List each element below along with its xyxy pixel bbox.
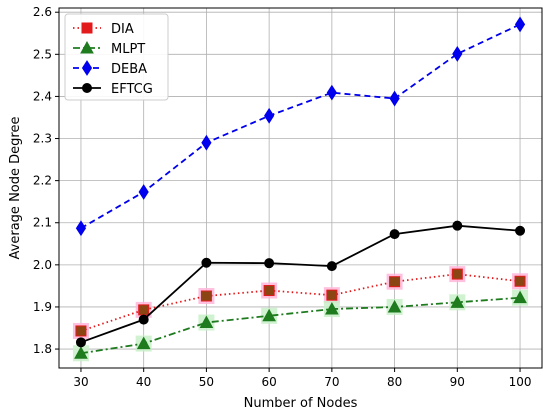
data-point: [200, 290, 212, 302]
series-deba: [75, 16, 526, 237]
y-tick-label: 1.8: [33, 342, 52, 356]
data-point: [201, 257, 212, 268]
series-line-dia: [80, 273, 521, 332]
y-tick-label: 2.0: [33, 258, 52, 272]
legend-label: EFTCG: [111, 82, 153, 97]
data-point: [325, 302, 339, 315]
data-point: [514, 16, 526, 33]
data-point: [326, 261, 337, 272]
x-tick-label: 60: [261, 375, 276, 389]
y-tick-label: 2.6: [33, 5, 52, 19]
data-point: [138, 184, 149, 200]
x-tick-label: 90: [450, 375, 465, 389]
legend-marker: [80, 40, 94, 54]
data-point: [387, 299, 402, 313]
x-tick-label: 50: [199, 375, 214, 389]
data-point: [199, 315, 214, 329]
y-tick-label: 1.9: [33, 300, 52, 314]
data-point: [262, 308, 276, 322]
data-point: [389, 276, 401, 288]
series-line-deba: [80, 23, 521, 229]
data-point: [201, 134, 212, 151]
data-point: [515, 225, 526, 236]
plot-frame: [58, 7, 543, 369]
data-point: [136, 336, 151, 350]
data-point: [389, 90, 400, 107]
series-line-eftcg: [80, 224, 521, 344]
y-axis-label: Average Node Degree: [8, 117, 23, 260]
legend-label: DIA: [111, 22, 134, 37]
series-mlpt: [72, 289, 529, 362]
series-layer: [72, 16, 529, 362]
y-tick-label: 2.1: [33, 216, 52, 230]
data-point: [326, 289, 338, 301]
data-point: [450, 295, 465, 308]
data-point: [514, 275, 526, 287]
series-eftcg: [75, 220, 526, 348]
x-axis-label: Number of Nodes: [244, 396, 358, 411]
data-point: [452, 45, 463, 62]
x-tick-label: 100: [509, 375, 532, 389]
legend-box: [64, 13, 169, 101]
legend-item-mlpt: MLPT: [73, 40, 145, 57]
data-point: [138, 314, 149, 325]
data-point: [75, 325, 87, 337]
x-tick-label: 80: [387, 375, 402, 389]
y-tick-label: 2.2: [33, 174, 52, 188]
data-point: [75, 220, 87, 237]
data-point: [264, 258, 275, 269]
data-point: [389, 229, 400, 240]
legend-item-eftcg: EFTCG: [73, 82, 153, 97]
legend-item-dia: DIA: [73, 22, 134, 37]
legend-marker: [81, 22, 93, 34]
legend-label: MLPT: [111, 42, 145, 57]
legend: DIA MLPT DEBA EFTCG: [64, 13, 169, 101]
y-tick-label: 2.4: [33, 89, 52, 103]
data-point: [264, 107, 275, 124]
legend-marker: [82, 83, 92, 93]
data-point: [452, 220, 463, 231]
y-tick-label: 2.5: [33, 47, 52, 61]
legend-item-deba: DEBA: [73, 60, 147, 77]
x-tick-label: 40: [136, 375, 151, 389]
series-dia: [72, 266, 529, 339]
grid-lines: [59, 8, 542, 368]
x-tick-label: 30: [73, 375, 88, 389]
data-point: [75, 337, 86, 348]
data-point: [513, 290, 527, 304]
axis-ticks: 30 40 50 60 70 80 90 100 1.8 1.9 2.0 2.1 2.2 2.3 2.4 2.…: [33, 5, 532, 389]
legend-label: DEBA: [111, 62, 147, 77]
x-tick-label: 70: [324, 375, 339, 389]
series-line-mlpt: [80, 296, 521, 355]
data-point: [138, 304, 150, 316]
data-point: [74, 346, 88, 359]
data-point: [326, 84, 337, 101]
y-tick-label: 2.3: [33, 132, 52, 146]
data-point: [451, 268, 463, 280]
data-point: [263, 285, 275, 297]
legend-marker: [81, 60, 93, 76]
